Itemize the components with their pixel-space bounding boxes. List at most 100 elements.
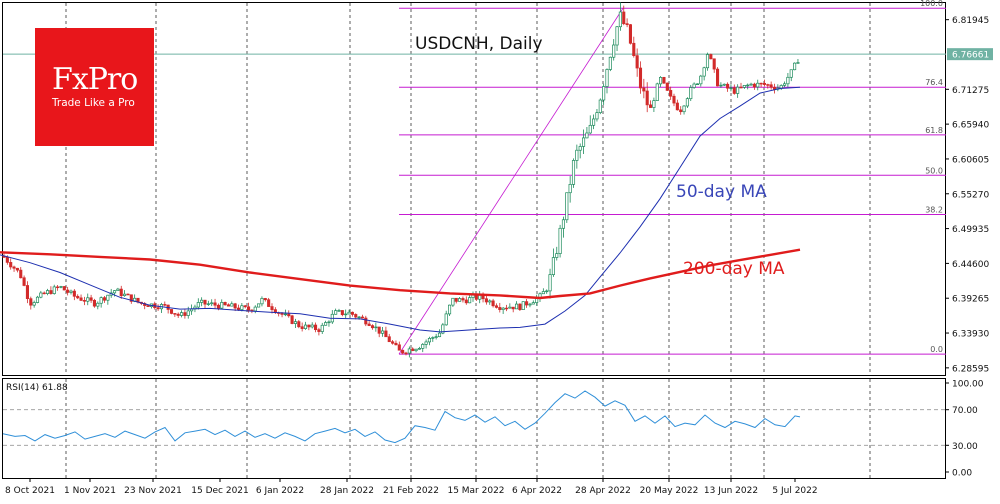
x-tick-label: 15 Mar 2022 <box>447 486 504 496</box>
fxpro-logo: FxPro Trade Like a Pro <box>35 28 154 146</box>
candle-up <box>581 137 586 147</box>
x-tick-label: 6 Apr 2022 <box>512 486 562 496</box>
candle-up <box>35 296 40 303</box>
candle-down <box>715 68 720 87</box>
candle-up <box>685 98 689 107</box>
candle-down <box>377 326 381 334</box>
axis-layer: 6.81945 6.76661 6.71275 6.65940 6.60605 6.552… <box>5 16 993 496</box>
candle-down <box>66 289 70 293</box>
candle-up <box>736 86 740 94</box>
candle-up <box>260 298 264 305</box>
candle-down <box>525 301 529 306</box>
candle-down <box>79 297 83 301</box>
candle-up <box>729 87 733 89</box>
candle-up <box>652 100 656 108</box>
rsi-tick-label: 30.00 <box>952 442 978 452</box>
candle-up <box>568 184 572 194</box>
candle-down <box>297 321 301 328</box>
candle-up <box>705 54 710 69</box>
candle-down <box>635 55 639 69</box>
candle-down <box>625 23 629 25</box>
candle-up <box>756 82 760 88</box>
candle-up <box>324 322 328 326</box>
candle-down <box>12 266 16 269</box>
candle-up <box>602 86 606 101</box>
y-tick-label: 6.28595 <box>952 364 989 374</box>
candle-up <box>106 294 110 301</box>
rsi-title: RSI(14) 61.88 <box>6 383 68 393</box>
candle-up <box>434 336 438 338</box>
candle-up <box>32 302 36 306</box>
candle-up <box>407 348 411 354</box>
candle-down <box>461 298 465 301</box>
candle-down <box>628 24 633 44</box>
y-tick-label: 6.71275 <box>952 86 989 96</box>
rsi-line <box>2 390 801 444</box>
moving-average-layer <box>0 86 801 333</box>
x-tick-label: 1 Nov 2021 <box>64 486 116 496</box>
candle-down <box>233 303 237 309</box>
candle-up <box>448 304 452 315</box>
candle-down <box>15 267 19 271</box>
candle-up <box>588 124 592 134</box>
y-tick-label: 6.49935 <box>952 225 989 235</box>
candle-up <box>437 332 442 338</box>
candle-up <box>200 299 204 303</box>
candle-up <box>595 112 599 120</box>
candle-down <box>89 297 93 301</box>
candle-up <box>551 257 555 275</box>
candle-down <box>622 11 626 25</box>
candle-down <box>401 349 405 354</box>
candle-up <box>441 324 445 334</box>
candle-up <box>45 290 50 294</box>
candle-down <box>391 341 395 344</box>
candle-up <box>180 312 184 316</box>
candle-down <box>511 306 515 310</box>
candle-up <box>303 324 308 329</box>
candle-down <box>213 302 217 306</box>
candle-up <box>123 293 127 297</box>
candle-up <box>186 310 190 316</box>
candle-down <box>491 300 495 307</box>
main-panel-frame <box>2 2 946 376</box>
candle-up <box>612 44 616 58</box>
candle-down <box>307 324 311 328</box>
candle-down <box>173 313 177 315</box>
candle-down <box>76 295 80 299</box>
candle-up <box>337 310 341 312</box>
candle-up <box>545 290 549 293</box>
candle-up <box>722 83 726 86</box>
candle-down <box>665 82 669 91</box>
candle-down <box>766 84 770 86</box>
candle-down <box>340 310 344 316</box>
candle-up <box>468 297 472 304</box>
rsi-tick-label: 100.00 <box>952 380 984 390</box>
candle-down <box>752 83 756 88</box>
candle-down <box>411 348 415 352</box>
candle-down <box>645 90 649 106</box>
candle-down <box>354 314 358 318</box>
candle-down <box>384 330 388 338</box>
fib-level-label: 0.0 <box>930 345 943 354</box>
candle-down <box>267 299 271 307</box>
candle-up <box>618 11 622 28</box>
candle-up <box>501 307 505 310</box>
candle-up <box>99 297 103 304</box>
candle-up <box>210 302 214 305</box>
candle-up <box>347 311 351 315</box>
candle-up <box>257 303 261 308</box>
candle-down <box>72 290 76 297</box>
x-tick-label: 15 Dec 2021 <box>191 486 249 496</box>
candle-up <box>86 297 90 302</box>
candle-up <box>444 313 448 326</box>
fibonacci-layer: 100.0 76.4 61.8 50.0 38.2 0.0 <box>398 0 946 355</box>
candle-down <box>772 86 777 90</box>
candle-down <box>56 286 60 289</box>
candle-up <box>565 192 569 221</box>
candle-down <box>504 307 509 310</box>
candle-up <box>699 75 703 85</box>
candle-down <box>9 262 13 268</box>
candle-down <box>5 256 9 263</box>
candle-down <box>672 95 676 104</box>
